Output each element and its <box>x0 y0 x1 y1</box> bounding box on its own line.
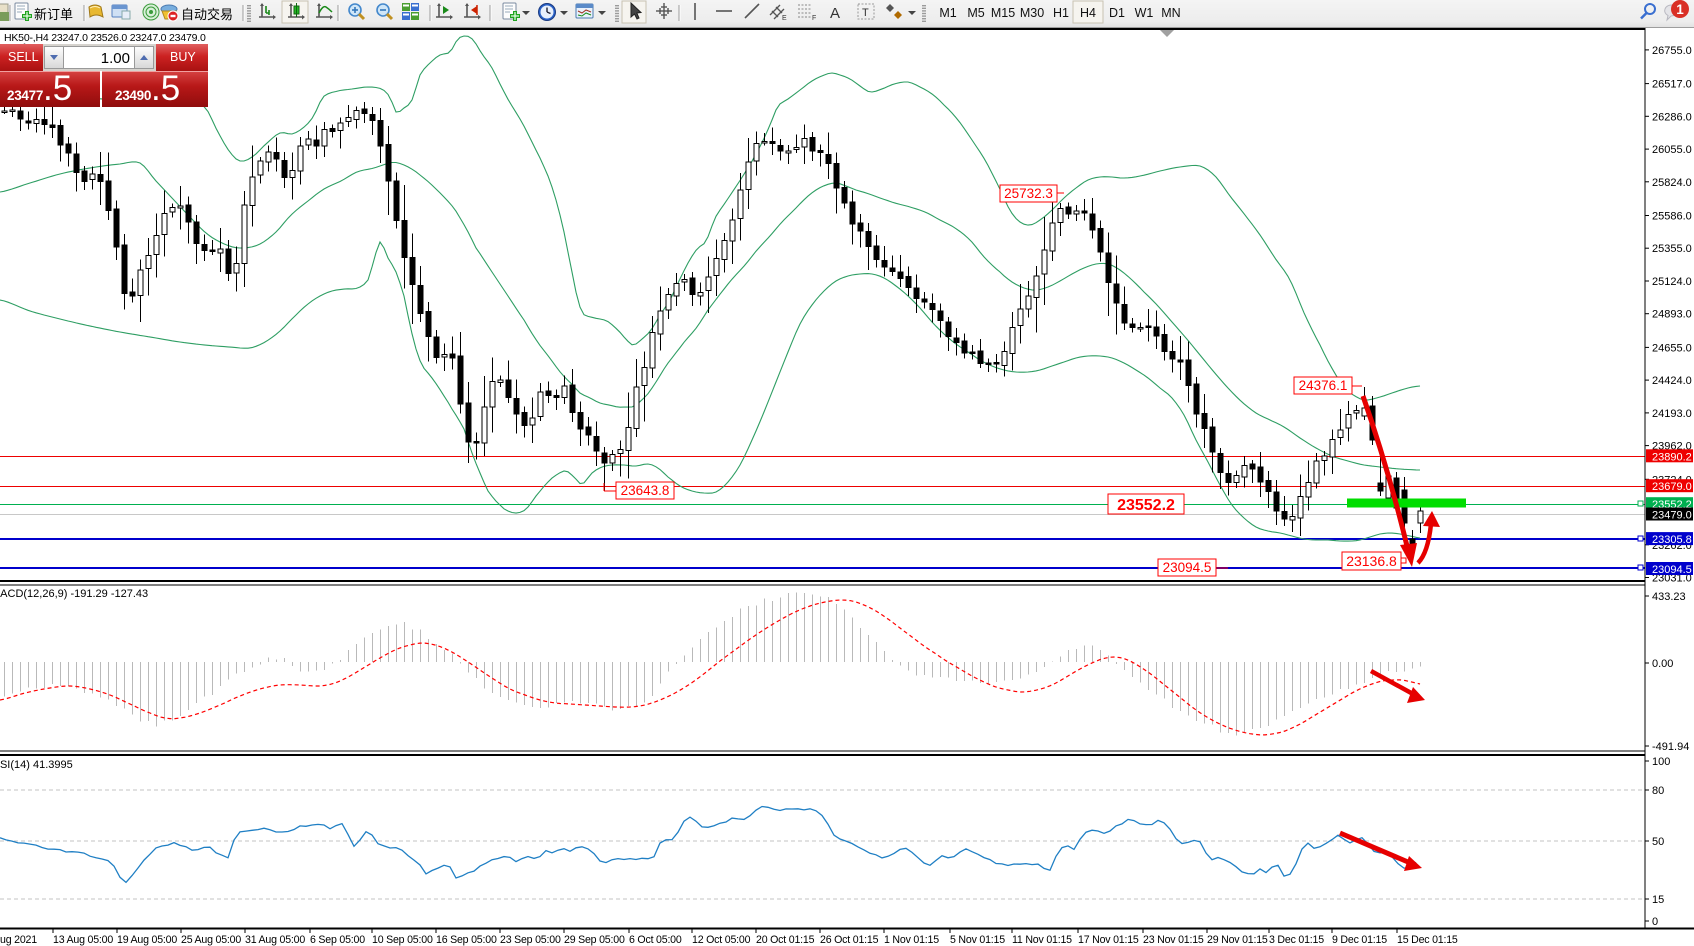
svg-text:新订单: 新订单 <box>34 7 73 22</box>
svg-text:26286.0: 26286.0 <box>1652 111 1692 123</box>
svg-text:9 Dec 01:15: 9 Dec 01:15 <box>1332 934 1387 946</box>
svg-text:80: 80 <box>1652 785 1664 797</box>
svg-text:15 Dec 01:15: 15 Dec 01:15 <box>1397 934 1458 946</box>
svg-text:M5: M5 <box>967 6 984 20</box>
svg-text:MACD(12,26,9) -191.29 -127.43: MACD(12,26,9) -191.29 -127.43 <box>0 588 148 600</box>
svg-text:1: 1 <box>1676 2 1684 17</box>
svg-text:24424.0: 24424.0 <box>1652 375 1692 387</box>
svg-text:23890.2: 23890.2 <box>1652 451 1692 463</box>
svg-text:M1: M1 <box>939 6 956 20</box>
svg-text:20 Oct 01:15: 20 Oct 01:15 <box>756 934 815 946</box>
svg-text:23094.5: 23094.5 <box>1652 564 1692 576</box>
svg-text:23552.2: 23552.2 <box>1117 497 1175 514</box>
svg-text:25 Aug 05:00: 25 Aug 05:00 <box>181 934 241 946</box>
svg-text:H1: H1 <box>1053 6 1069 20</box>
svg-text:16 Sep 05:00: 16 Sep 05:00 <box>436 934 497 946</box>
svg-text:10 Sep 05:00: 10 Sep 05:00 <box>372 934 433 946</box>
svg-text:17 Nov 01:15: 17 Nov 01:15 <box>1078 934 1139 946</box>
svg-text:26755.0: 26755.0 <box>1652 45 1692 57</box>
svg-text:15: 15 <box>1652 894 1664 906</box>
svg-text:25586.0: 25586.0 <box>1652 211 1692 223</box>
svg-text:23643.8: 23643.8 <box>621 483 670 498</box>
svg-text:0.00: 0.00 <box>1652 658 1673 670</box>
svg-text:23305.8: 23305.8 <box>1652 534 1692 546</box>
svg-text:E: E <box>782 15 787 22</box>
svg-text:5 Nov 01:15: 5 Nov 01:15 <box>950 934 1005 946</box>
svg-text:24655.0: 24655.0 <box>1652 342 1692 354</box>
svg-text:23679.0: 23679.0 <box>1652 481 1692 493</box>
svg-text:HK50-,H4 23247.0 23526.0 2324: HK50-,H4 23247.0 23526.0 23247.0 23479.0 <box>4 32 206 44</box>
svg-text:MN: MN <box>1161 6 1180 20</box>
svg-text:31 Aug 05:00: 31 Aug 05:00 <box>245 934 305 946</box>
svg-text:25124.0: 25124.0 <box>1652 276 1692 288</box>
svg-text:23136.8: 23136.8 <box>1346 553 1397 569</box>
svg-text:6 Sep 05:00: 6 Sep 05:00 <box>310 934 365 946</box>
svg-text:F: F <box>812 15 816 22</box>
svg-text:11 Nov 01:15: 11 Nov 01:15 <box>1012 934 1072 946</box>
svg-text:24193.0: 24193.0 <box>1652 408 1692 420</box>
svg-text:50: 50 <box>1652 836 1664 848</box>
svg-text:A: A <box>830 5 840 22</box>
svg-text:26055.0: 26055.0 <box>1652 144 1692 156</box>
svg-text:23031.0: 23031.0 <box>1652 573 1692 585</box>
svg-text:100: 100 <box>1652 756 1670 768</box>
svg-text:D1: D1 <box>1109 6 1125 20</box>
svg-text:6 Oct 05:00: 6 Oct 05:00 <box>629 934 682 946</box>
svg-text:M15: M15 <box>991 6 1015 20</box>
svg-text:-491.94: -491.94 <box>1652 741 1689 753</box>
svg-text:1 Nov 01:15: 1 Nov 01:15 <box>884 934 939 946</box>
svg-text:23 Sep 05:00: 23 Sep 05:00 <box>500 934 561 946</box>
svg-text:ug 2021: ug 2021 <box>0 934 37 946</box>
svg-text:24376.1: 24376.1 <box>1299 378 1348 393</box>
svg-text:W1: W1 <box>1135 6 1154 20</box>
svg-text:29 Nov 01:15: 29 Nov 01:15 <box>1207 934 1268 946</box>
svg-text:0: 0 <box>1652 916 1658 928</box>
svg-text:13 Aug 05:00: 13 Aug 05:00 <box>53 934 113 946</box>
svg-text:19 Aug 05:00: 19 Aug 05:00 <box>117 934 177 946</box>
svg-text:25732.3: 25732.3 <box>1004 186 1053 201</box>
svg-text:H4: H4 <box>1080 6 1096 20</box>
svg-text:自动交易: 自动交易 <box>181 7 233 22</box>
svg-text:M30: M30 <box>1020 6 1044 20</box>
svg-text:23479.0: 23479.0 <box>1652 510 1692 522</box>
svg-text:12 Oct 05:00: 12 Oct 05:00 <box>692 934 751 946</box>
svg-text:26 Oct 01:15: 26 Oct 01:15 <box>820 934 879 946</box>
svg-text:433.23: 433.23 <box>1652 591 1686 603</box>
svg-text:24893.0: 24893.0 <box>1652 309 1692 321</box>
svg-text:23 Nov 01:15: 23 Nov 01:15 <box>1143 934 1204 946</box>
svg-text:29 Sep 05:00: 29 Sep 05:00 <box>564 934 625 946</box>
svg-text:T: T <box>862 7 869 19</box>
svg-text:3 Dec 01:15: 3 Dec 01:15 <box>1269 934 1324 946</box>
svg-text:26517.0: 26517.0 <box>1652 79 1692 91</box>
svg-text:RSI(14) 41.3995: RSI(14) 41.3995 <box>0 759 73 771</box>
svg-text:23094.5: 23094.5 <box>1163 560 1212 575</box>
svg-text:25355.0: 25355.0 <box>1652 243 1692 255</box>
svg-text:25824.0: 25824.0 <box>1652 177 1692 189</box>
